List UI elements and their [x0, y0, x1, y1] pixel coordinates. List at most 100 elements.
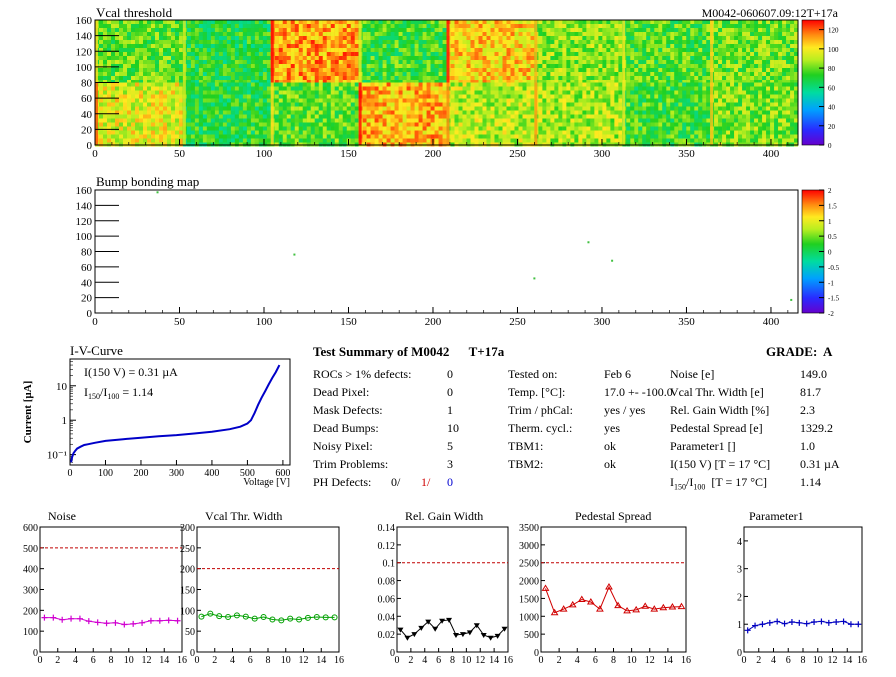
pixel — [294, 86, 299, 91]
pixel — [494, 138, 499, 143]
pixel — [163, 80, 167, 84]
pixel — [542, 122, 547, 127]
pixel — [554, 40, 559, 44]
pixel — [234, 28, 239, 32]
pixel — [226, 32, 231, 36]
pixel — [330, 56, 335, 60]
pixel — [362, 126, 367, 131]
pixel — [250, 56, 255, 60]
pixel — [522, 138, 527, 143]
pixel — [131, 52, 135, 56]
pixel — [402, 110, 407, 115]
pixel — [119, 68, 123, 72]
pixel — [510, 48, 515, 52]
pixel — [155, 68, 159, 72]
pixel — [194, 72, 199, 76]
pixel — [682, 64, 687, 68]
pixel — [254, 134, 259, 139]
pixel — [286, 52, 291, 56]
pixel — [498, 36, 503, 40]
pixel — [610, 138, 615, 143]
pixel — [410, 118, 415, 123]
pixel — [454, 82, 459, 87]
pixel — [510, 64, 515, 68]
pixel — [594, 20, 599, 24]
pixel — [238, 118, 243, 123]
pixel — [115, 52, 119, 56]
pixel — [402, 90, 407, 95]
pixel — [278, 52, 283, 56]
pixel — [238, 102, 243, 107]
pixel — [418, 28, 423, 32]
pixel — [442, 56, 447, 60]
pixel — [115, 72, 119, 76]
pixel — [766, 76, 771, 80]
pixel — [131, 20, 135, 24]
pixel — [111, 64, 115, 68]
pixel — [574, 72, 579, 76]
pixel — [678, 80, 683, 84]
pixel — [602, 24, 607, 28]
pixel — [742, 36, 747, 40]
pixel — [574, 20, 579, 24]
pixel — [99, 118, 103, 123]
pixel — [614, 106, 619, 111]
pixel — [726, 64, 731, 68]
pixel — [246, 90, 251, 95]
pixel — [354, 48, 359, 52]
pixel — [482, 138, 487, 143]
pixel — [422, 110, 427, 115]
pixel — [626, 44, 631, 48]
pixel — [398, 122, 403, 127]
pixel — [678, 82, 683, 87]
pixel — [198, 98, 203, 103]
pixel — [250, 32, 255, 36]
pixel — [179, 76, 183, 80]
pixel — [454, 106, 459, 111]
pixel — [538, 90, 543, 95]
pixel — [115, 122, 119, 127]
pixel — [526, 64, 531, 68]
pixel — [530, 86, 535, 91]
pixel — [498, 40, 503, 44]
pixel — [634, 64, 639, 68]
pixel — [510, 44, 515, 48]
pixel — [610, 40, 615, 44]
pixel — [650, 82, 655, 87]
pixel — [754, 52, 759, 56]
pixel — [234, 68, 239, 72]
pixel — [462, 106, 467, 111]
pixel — [322, 138, 327, 143]
pixel — [482, 126, 487, 131]
pixel — [175, 56, 179, 60]
pixel — [618, 122, 623, 127]
pixel — [282, 44, 287, 48]
pixel — [378, 86, 383, 91]
pixel — [123, 76, 127, 80]
pixel — [630, 32, 635, 36]
pixel — [542, 20, 547, 24]
pixel — [522, 56, 527, 60]
pixel — [338, 98, 343, 103]
pixel — [690, 24, 695, 28]
pixel — [558, 60, 563, 64]
pixel — [618, 64, 623, 68]
pixel — [694, 36, 699, 40]
pixel — [326, 60, 331, 64]
pixel — [450, 32, 455, 36]
pixel — [238, 138, 243, 143]
pixel — [642, 32, 647, 36]
pixel — [194, 90, 199, 95]
pixel — [250, 98, 255, 103]
pixel — [614, 76, 619, 80]
pixel — [167, 110, 171, 115]
pixel — [346, 76, 351, 80]
pixel — [394, 28, 399, 32]
pixel — [175, 32, 179, 36]
pixel — [754, 24, 759, 28]
pixel — [526, 118, 531, 123]
pixel — [139, 94, 143, 99]
pixel — [794, 52, 799, 56]
pixel — [186, 56, 191, 60]
pixel — [218, 32, 223, 36]
